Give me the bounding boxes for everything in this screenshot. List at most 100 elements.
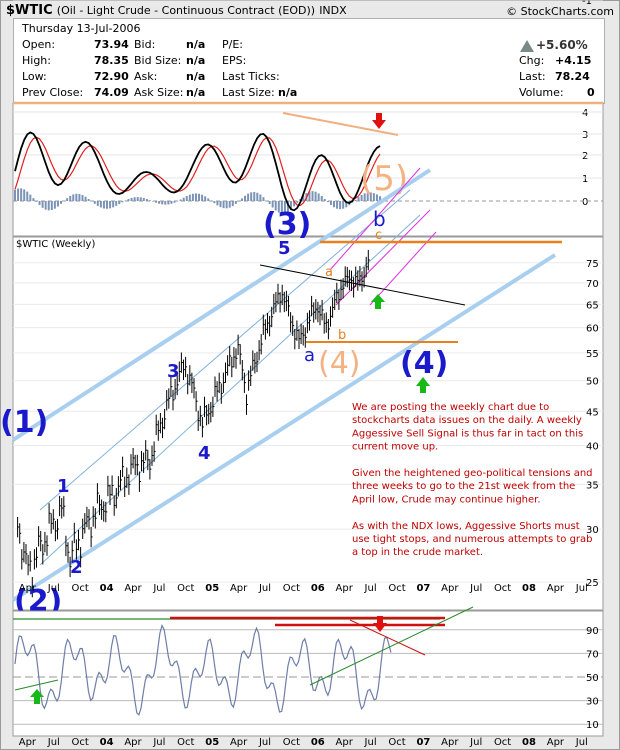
wave-1-label: (1) [0,405,48,440]
wave-b-orange-label: b [338,328,346,343]
quote-panel: Thursday 13-Jul-2006 Open: 73.94 High: 7… [13,18,605,104]
last-size-label: Last Size: [222,86,275,99]
annotation-note-line: We are posting the weekly chart due to [352,402,549,413]
high-value: 78.35 [94,54,129,67]
ask-value: n/a [186,70,206,83]
rsi-x-tick: 08 [522,737,536,748]
price-x-tick: Apr [124,583,142,594]
macd-panel [12,102,604,237]
subwave-4-label: 4 [198,443,211,464]
inner-channel-upper [39,189,411,511]
chg-value: +4.15 [555,54,592,67]
price-y-tick: 60 [586,324,599,335]
macd-trendline [282,112,399,136]
rsi-x-tick: Apr [547,737,565,748]
price-x-tick: Oct [72,583,89,594]
wave-3-label: (3) [263,207,311,242]
price-y-tick: 70 [586,279,599,290]
macd-signal-line [14,136,381,207]
bid-size-label: Bid Size: [134,54,182,67]
subwave-5-label: 5 [278,238,291,259]
price-x-tick: Jul [258,583,271,594]
pink-channel-upper [329,167,421,271]
pink-channel-parallel [369,231,437,306]
eps-label: EPS: [222,54,247,67]
up-triangle-icon [520,40,534,52]
price-x-tick: Oct [388,583,405,594]
wave-c-orange-label: c [375,228,382,243]
price-x-tick: 04 [100,583,114,594]
annotation-note-line: use tight stops, and numerous attempts t… [352,534,593,545]
annotation-note-line: Aggessive Sell Signal is thus far in tac… [352,428,583,439]
rsi-x-tick: Jul [364,737,377,748]
price-x-tick: 07 [416,583,430,594]
rsi-x-tick: Apr [441,737,459,748]
price-x-tick: 08 [522,583,536,594]
rsi-y-tick: 10 [586,720,599,731]
price-x-tick: Apr [19,583,37,594]
annotation-note-line: As with the NDX lows, Aggessive Shorts m… [352,521,580,532]
wave-4-alt-label: (4) [318,346,361,381]
price-y-tick: 75 [586,259,599,270]
green-up-arrow-icon [30,689,44,704]
macd-y-tick: 0 [582,197,588,208]
rsi-x-tick: Jul [152,737,165,748]
rsi-x-tick: Oct [388,737,405,748]
bid-label: Bid: [134,38,156,51]
wave-a-orange-label: a [325,265,333,280]
rsi-panel [12,610,604,737]
symbol: $WTIC [6,3,53,18]
price-y-tick: 40 [586,442,599,453]
last-label: Last: [519,70,546,83]
price-y-tick: 65 [586,300,599,311]
wave-4-label: (4) [400,346,448,381]
last-ticks-label: Last Ticks: [222,70,280,83]
rsi-x-tick: 04 [100,737,114,748]
rsi-green-support-early [14,679,59,691]
change-pct: +5.60% [536,38,588,52]
annotation-note-line: April low, Crude may continue higher. [352,494,541,505]
rsi-green-support [309,606,474,686]
lower-channel-line [11,253,557,602]
open-value: 73.94 [94,38,129,51]
rsi-y-tick: 30 [586,697,599,708]
rsi-x-tick: Oct [72,737,89,748]
rsi-red-diagonal [349,619,426,656]
upper-channel-line [11,168,432,442]
bid-size-value: n/a [186,54,206,67]
volume-value: 0 [587,86,595,99]
wave-b-blue-label: b [373,207,386,231]
macd-y-tick: -1 [582,0,592,7]
pe-label: P/E: [222,38,243,51]
rsi-x-tick: 07 [416,737,430,748]
rsi-x-tick: Jul [258,737,271,748]
open-label: Open: [22,38,56,51]
rsi-y-tick: 90 [586,626,599,637]
price-x-tick: Jul [575,583,588,594]
price-y-tick: 55 [586,349,599,360]
chart-title: $WTIC (Oil - Light Crude - Continuous Co… [6,3,347,18]
volume-label: Volume: [519,86,564,99]
macd-line [14,131,381,212]
red-down-arrow-icon [373,616,387,632]
brand-label: © StockCharts.com [506,5,614,18]
wave-a-blue-label: a [304,345,315,366]
price-y-tick: 35 [586,480,599,491]
subwave-1-label: 1 [57,476,70,497]
description: (Oil - Light Crude - Continuous Contract… [56,4,316,17]
price-x-tick: Apr [547,583,565,594]
rsi-x-tick: Jul [469,737,482,748]
annotation-note-line: current move up. [352,442,438,453]
ask-size-label: Ask Size: [134,86,184,99]
low-label: Low: [22,70,47,83]
price-x-tick: Apr [336,583,354,594]
price-y-tick: 50 [586,377,599,388]
price-x-tick: Oct [494,583,511,594]
annotation-note-line: a top in the crude market. [352,547,483,558]
low-value: 72.90 [94,70,129,83]
price-panel-title: $WTIC (Weekly) [16,239,95,250]
rsi-x-tick: Jul [47,737,60,748]
subwave-2-label: 2 [70,557,83,578]
subwave-3-label: 3 [167,361,180,382]
rsi-x-tick: Apr [230,737,248,748]
